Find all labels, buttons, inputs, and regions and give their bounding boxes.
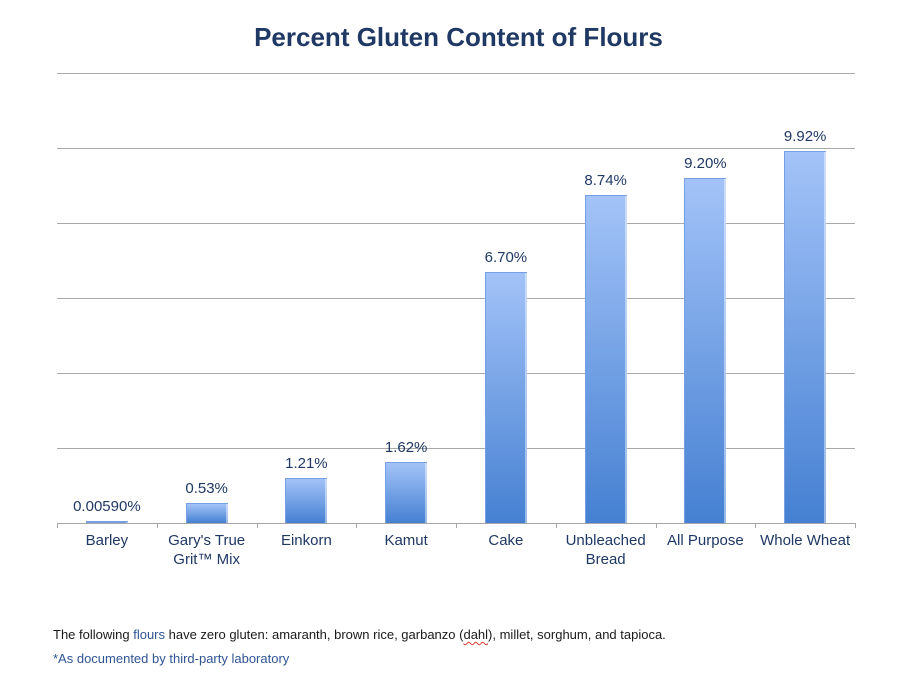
category-label: Barley: [85, 532, 129, 549]
gridline-6pct: [57, 297, 855, 299]
category-label: Gary's True Grit™ Mix: [168, 532, 246, 568]
axis-tick: [655, 523, 657, 528]
footnote-zero-gluten: The following flours have zero gluten: a…: [53, 627, 873, 642]
gridline-10pct: [57, 147, 855, 149]
bar-value-label: 0.53%: [185, 480, 228, 498]
axis-tick: [57, 523, 58, 528]
footnote-text: ), millet, sorghum, and tapioca.: [488, 627, 666, 642]
axis-tick: [256, 523, 258, 528]
axis-tick: [156, 523, 158, 528]
bar-value-label: 1.62%: [384, 439, 428, 457]
footnote-text: have zero gluten: amaranth, brown rice, …: [165, 627, 464, 642]
category-label: Cake: [488, 532, 524, 549]
bar-value-label: 0.00590%: [73, 498, 141, 515]
bar-value-label: 1.21%: [285, 454, 328, 472]
axis-tick: [755, 523, 757, 528]
bar-value-label: 9.92%: [783, 128, 827, 145]
category-label: Kamut: [384, 532, 428, 549]
plot-area: 0.00590% Barley 0.53% Gary's True Grit™ Mix…: [57, 72, 856, 568]
bar-value-label: 6.70%: [484, 248, 528, 266]
axis-tick: [456, 523, 457, 528]
bar-cake: [484, 271, 527, 523]
bar-whole-wheat: [784, 151, 827, 523]
chart-title: Percent Gluten Content of Flours: [254, 22, 663, 52]
gridline-4pct: [57, 372, 855, 374]
axis-tick: [356, 523, 358, 528]
category-label: Whole Wheat: [760, 532, 851, 549]
gridline-12pct: [57, 72, 855, 74]
bar-barley: [85, 521, 128, 523]
bar-gary-s-true-grit-mix: [185, 503, 228, 523]
axis-tick: [555, 523, 557, 528]
footnote-word-flours: flours: [133, 627, 166, 642]
bar-einkorn: [285, 477, 328, 523]
category-label: All Purpose: [667, 532, 744, 549]
category-label: Unbleached Bread: [565, 532, 646, 568]
bar-unbleached-bread: [584, 195, 627, 523]
bar-value-label: 9.20%: [684, 155, 727, 172]
bar-all-purpose: [684, 178, 727, 523]
gridline-8pct: [57, 222, 855, 224]
axis-tick: [855, 523, 856, 528]
footnote-word-dahl-misspelled: dahl: [463, 627, 489, 642]
bar-value-label: 8.74%: [584, 172, 627, 190]
gridline-2pct: [57, 447, 855, 449]
footnote-text: The following: [53, 627, 134, 642]
bar-kamut: [385, 462, 428, 523]
category-label: Einkorn: [280, 532, 332, 549]
footnote-lab-attribution: *As documented by third-party laboratory: [53, 651, 290, 666]
